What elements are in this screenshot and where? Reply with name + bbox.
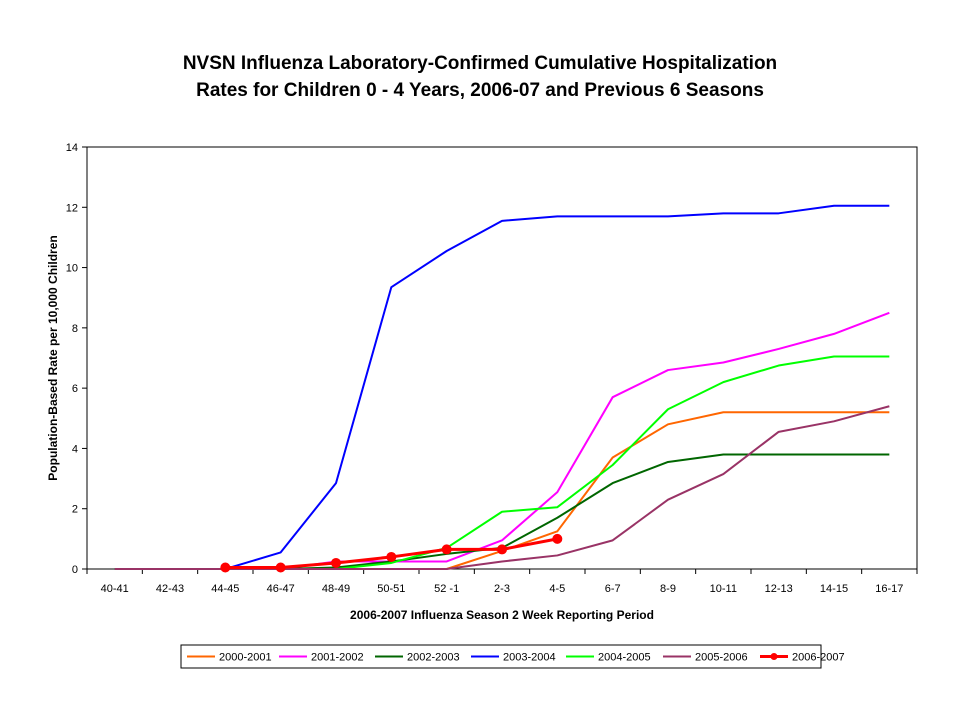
point-2006-2007 — [441, 544, 452, 555]
x-tick-label: 2-3 — [494, 583, 510, 595]
legend-item-2004-2005: 2004-2005 — [566, 652, 651, 664]
point-2006-2007 — [552, 533, 563, 544]
legend-box — [180, 644, 822, 669]
legend-label: 2002-2003 — [407, 652, 460, 664]
x-tick-label: 10-11 — [710, 583, 737, 595]
x-tick-label: 12-13 — [765, 583, 793, 595]
series-2003-2004 — [114, 204, 890, 570]
y-tick-label: 8 — [72, 323, 78, 335]
line-2004-2005 — [114, 355, 890, 570]
x-tick-label: 50-51 — [377, 583, 405, 595]
legend-label: 2001-2002 — [311, 652, 364, 664]
x-tick-label: 48-49 — [322, 583, 350, 595]
y-tick-label: 14 — [66, 142, 78, 154]
line-2001-2002 — [114, 311, 890, 570]
x-axis-title: 2006-2007 Influenza Season 2 Week Report… — [350, 608, 654, 622]
x-tick-label: 42-43 — [156, 583, 184, 595]
legend-label: 2006-2007 — [792, 652, 845, 664]
axes: 0 2 4 6 8 10 12 14 40-41 42-43 44-45 46-47 48-49 50-5… — [66, 142, 918, 595]
point-2006-2007 — [275, 562, 286, 573]
legend: 2000-2001 2001-2002 2002-2003 2003-2004 2004… — [180, 644, 845, 669]
y-tick-label: 10 — [66, 263, 78, 275]
line-2005-2006 — [114, 405, 890, 570]
legend-label: 2004-2005 — [598, 652, 651, 664]
x-tick-label: 6-7 — [605, 583, 621, 595]
y-tick-label: 6 — [72, 383, 78, 395]
series-lines — [114, 204, 890, 573]
legend-label: 2003-2004 — [503, 652, 556, 664]
x-tick-label: 4-5 — [549, 583, 565, 595]
legend-item-2000-2001: 2000-2001 — [187, 652, 272, 664]
series-2006-2007 — [220, 533, 563, 573]
legend-label: 2005-2006 — [695, 652, 748, 664]
legend-marker — [770, 653, 778, 660]
x-tick-label: 14-15 — [820, 583, 848, 595]
legend-item-2001-2002: 2001-2002 — [279, 652, 364, 664]
point-2006-2007 — [220, 562, 231, 573]
legend-item-2002-2003: 2002-2003 — [375, 652, 460, 664]
chart-title: NVSN Influenza Laboratory-Confirmed Cumu… — [0, 50, 960, 104]
y-tick-label: 4 — [72, 443, 78, 455]
chart-title-line-1: NVSN Influenza Laboratory-Confirmed Cumu… — [182, 53, 778, 74]
y-axis-title: Population-Based Rate per 10,000 Childre… — [46, 235, 60, 480]
line-2003-2004 — [114, 204, 890, 570]
plot-area — [86, 146, 918, 570]
series-2001-2002 — [114, 311, 890, 570]
series-2005-2006 — [114, 405, 890, 570]
x-tick-label: 40-41 — [101, 583, 129, 595]
legend-label: 2000-2001 — [219, 652, 272, 664]
x-tick-label: 16-17 — [875, 583, 903, 595]
point-2006-2007 — [386, 551, 397, 562]
point-2006-2007 — [497, 544, 507, 555]
series-2004-2005 — [114, 355, 890, 570]
legend-item-2006-2007: 2006-2007 — [760, 652, 845, 664]
legend-item-2005-2006: 2005-2006 — [663, 652, 748, 664]
chart-title-line-2: Rates for Children 0 - 4 Years, 2006-07 … — [196, 80, 764, 101]
x-tick-label: 8-9 — [660, 583, 676, 595]
x-tick-label: 52 -1 — [434, 583, 459, 595]
point-2006-2007 — [331, 557, 341, 568]
legend-item-2003-2004: 2003-2004 — [471, 652, 556, 664]
y-tick-label: 0 — [72, 564, 78, 576]
x-tick-label: 46-47 — [267, 583, 295, 595]
x-tick-label: 44-45 — [211, 583, 239, 595]
y-tick-label: 12 — [66, 202, 78, 214]
y-tick-label: 2 — [72, 504, 78, 516]
